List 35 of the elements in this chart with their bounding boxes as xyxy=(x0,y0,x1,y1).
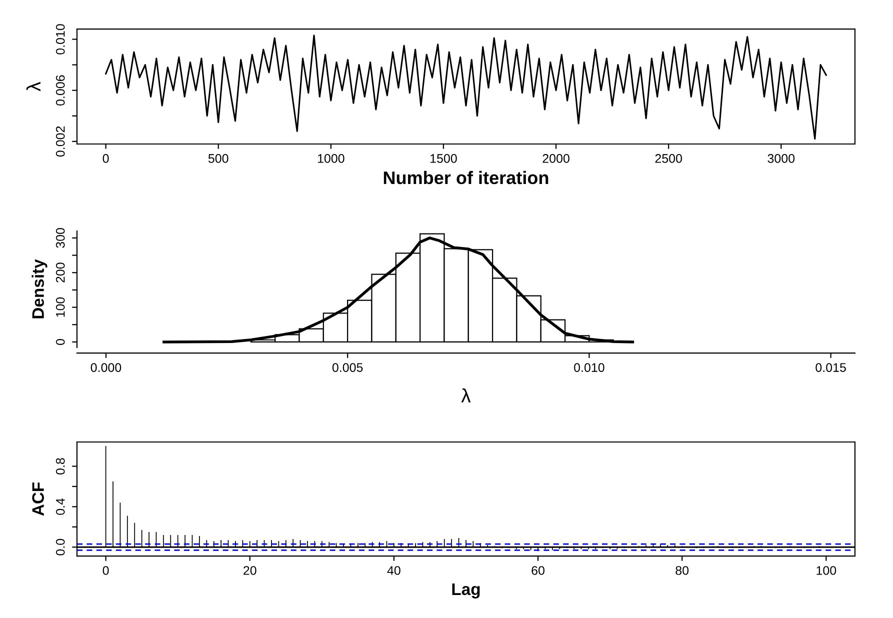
x-tick-label: 20 xyxy=(244,566,256,575)
y-tick-label: 0.002 xyxy=(56,126,65,157)
y-tick-label: 300 xyxy=(56,228,65,248)
x-axis-title: λ xyxy=(461,388,471,402)
x-tick-label: 1500 xyxy=(430,154,457,163)
x-tick-label: 60 xyxy=(532,566,544,575)
x-tick-label: 1000 xyxy=(318,154,344,163)
y-tick-label: 100 xyxy=(56,297,65,317)
x-tick-label: 0.000 xyxy=(90,363,122,372)
y-tick-label: 0 xyxy=(56,338,65,345)
x-tick-label: 2000 xyxy=(542,154,570,163)
line-series xyxy=(162,236,634,344)
x-tick-label: 2500 xyxy=(655,154,682,163)
x-axis-title: Lag xyxy=(452,583,480,598)
x-axis-title: Number of iteration xyxy=(384,170,548,184)
x-tick-label: 40 xyxy=(387,566,400,575)
line-series xyxy=(105,34,827,140)
x-tick-label: 0 xyxy=(102,154,109,163)
y-tick-label: 0.8 xyxy=(56,458,65,474)
y-tick-label: 0.0 xyxy=(56,538,65,556)
x-tick-label: 0.015 xyxy=(816,363,846,372)
x-tick-label: 100 xyxy=(816,566,836,575)
y-axis-title: ACF xyxy=(32,482,44,516)
y-tick-label: 200 xyxy=(56,262,65,282)
x-tick-label: 3000 xyxy=(768,154,795,163)
x-tick-label: 0.010 xyxy=(574,363,604,372)
y-axis-title: λ xyxy=(26,82,40,92)
y-tick-label: 0.4 xyxy=(56,498,65,515)
x-tick-label: 80 xyxy=(676,566,689,575)
y-tick-label: 0.010 xyxy=(56,24,65,54)
y-axis-title: Density xyxy=(32,259,48,318)
x-tick-label: 500 xyxy=(208,154,228,163)
y-tick-label: 0.006 xyxy=(56,75,65,106)
x-tick-label: 0.005 xyxy=(332,363,363,372)
x-tick-label: 0 xyxy=(102,566,109,575)
